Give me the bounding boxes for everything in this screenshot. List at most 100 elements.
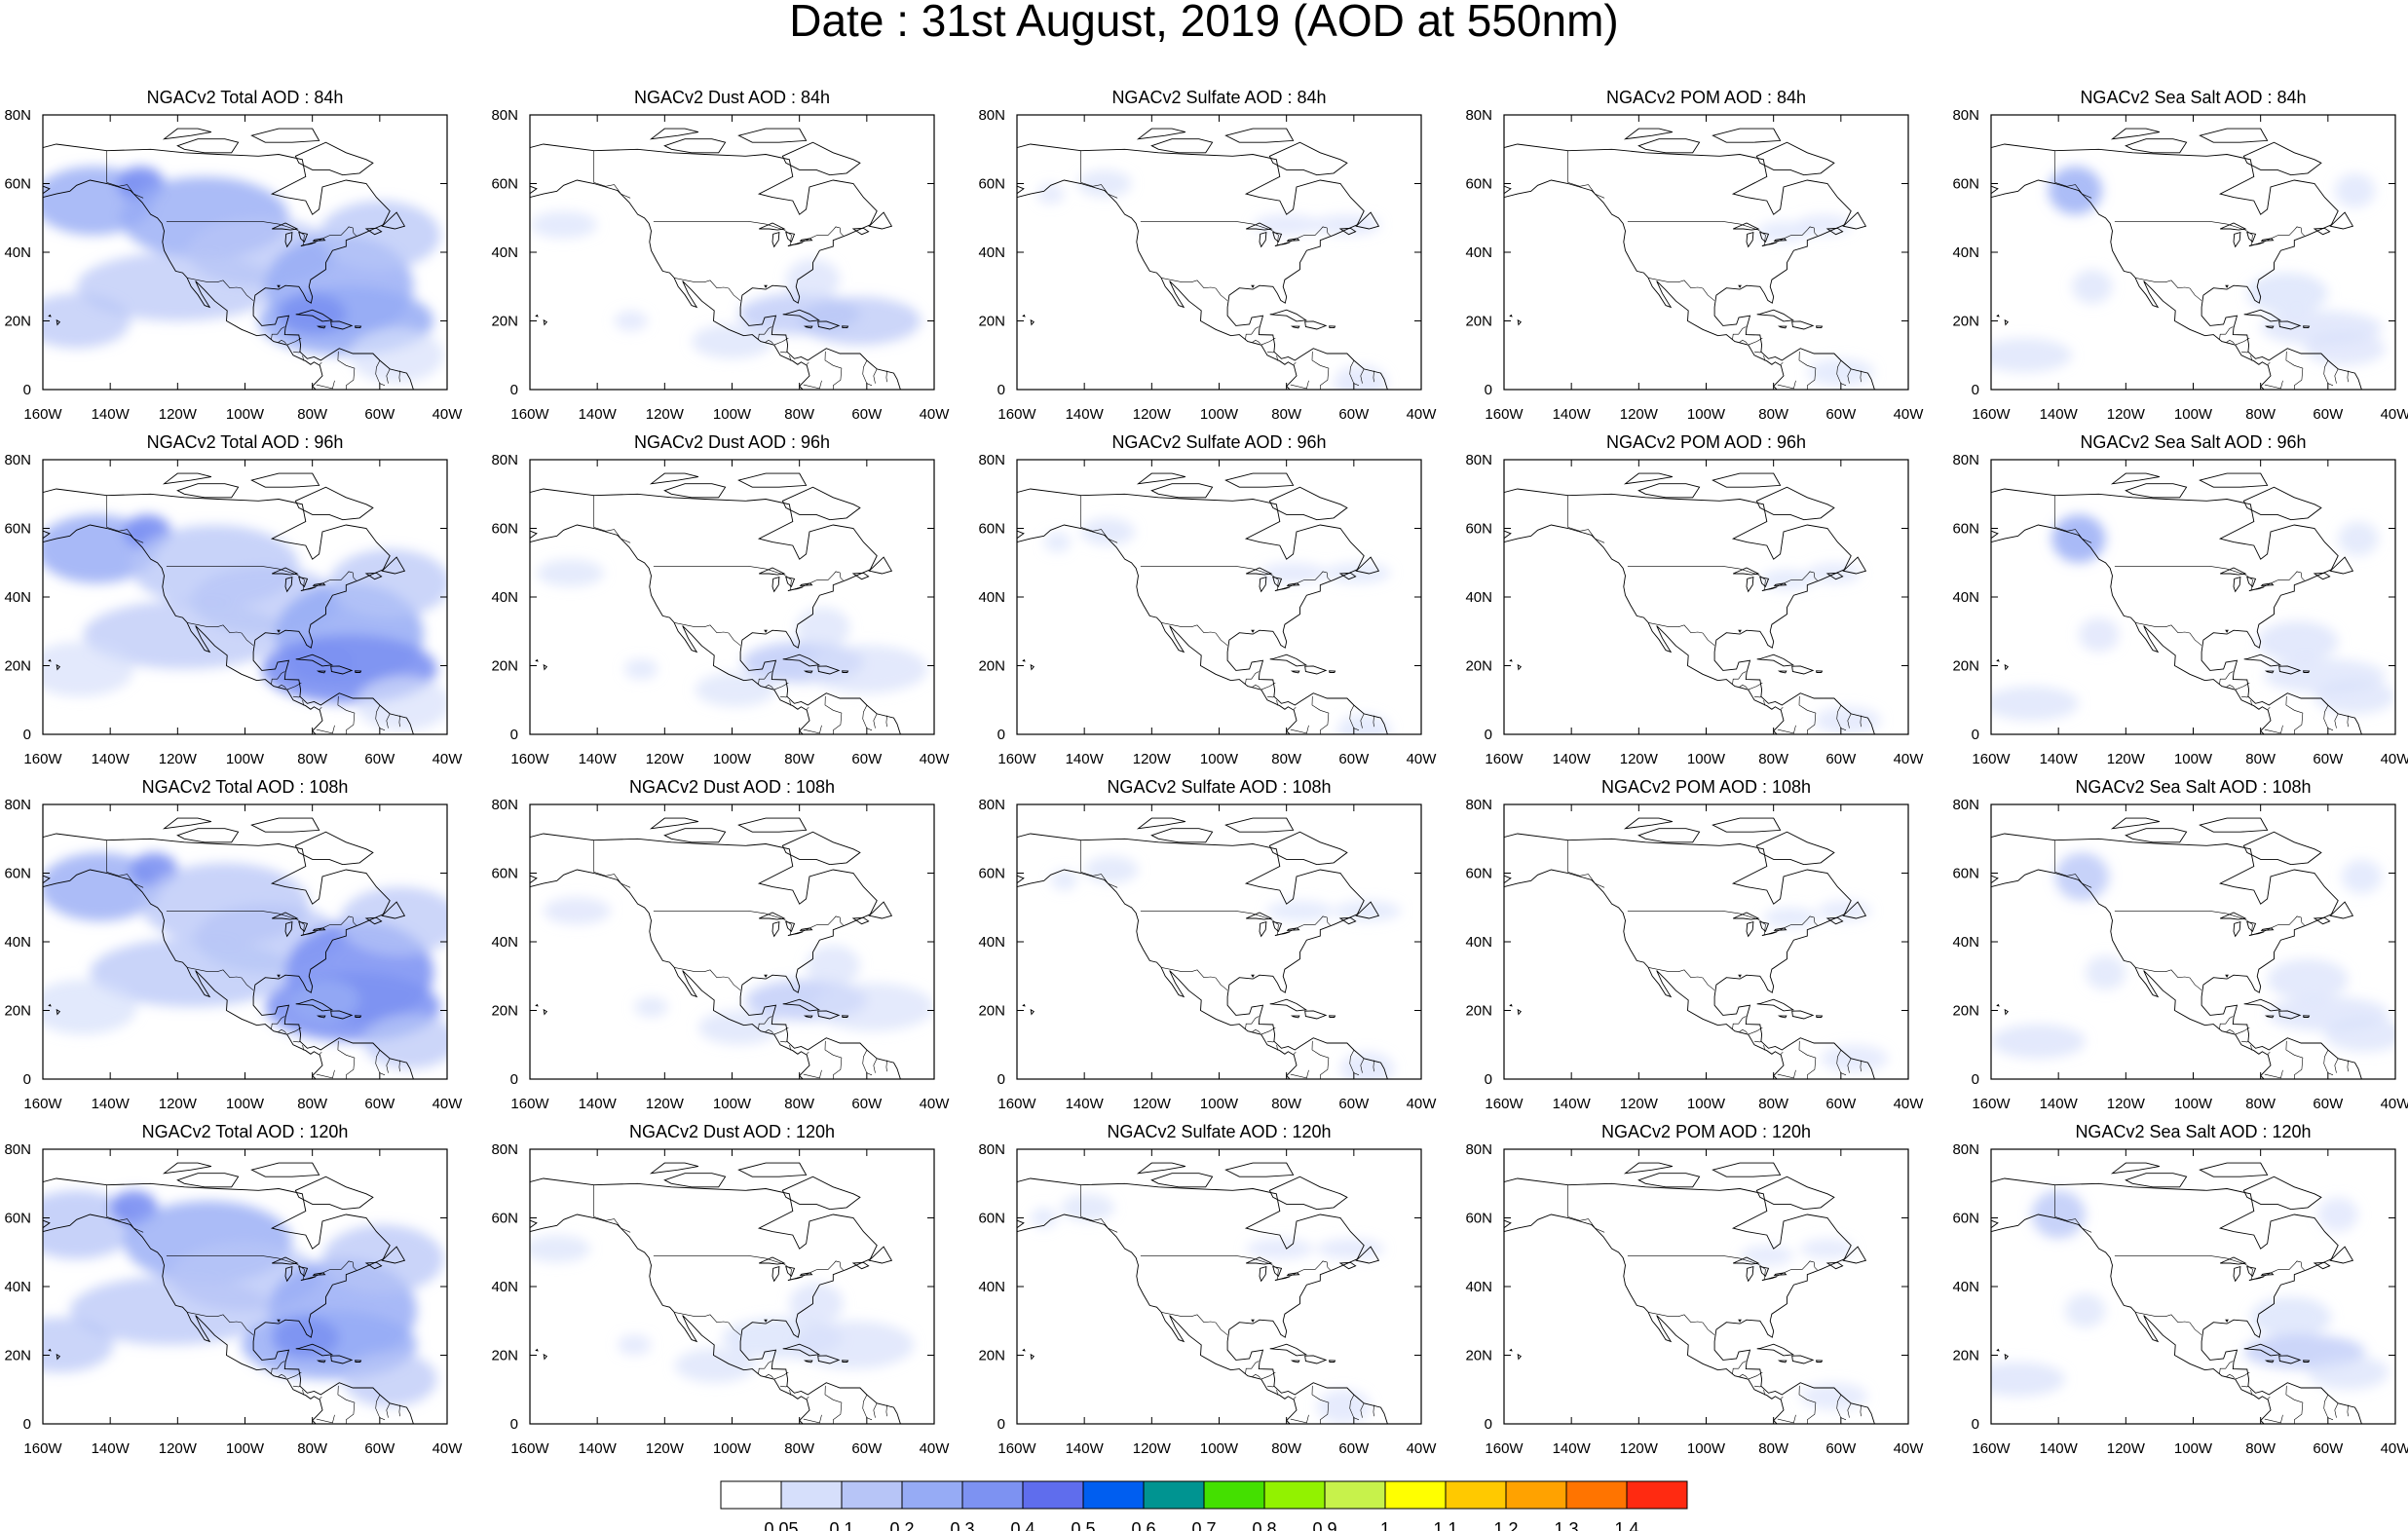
colorbar-tick-label: 1.4: [1614, 1519, 1638, 1531]
lat-tick-label: 80N: [4, 1141, 31, 1158]
lat-tick-label: 60N: [491, 866, 518, 882]
lat-tick-label: 20N: [1465, 658, 1492, 675]
lon-tick-label: 160W: [23, 1096, 62, 1112]
lat-tick-label: 0: [997, 1071, 1005, 1088]
lon-tick-label: 160W: [23, 406, 62, 423]
lon-tick-label: 80W: [1758, 751, 1789, 767]
aod-field: [43, 1190, 444, 1407]
lon-tick-label: 80W: [297, 1440, 328, 1457]
coastline: [1991, 128, 2363, 390]
lon-tick-label: 140W: [579, 406, 618, 423]
lat-tick-label: 60N: [1952, 176, 1979, 193]
lat-tick-label: 80N: [978, 797, 1005, 813]
map-panel-total-108h: NGACv2 Total AOD : 108h 160W 140W 120W 100W 8…: [4, 777, 463, 1112]
colorbar-swatch: [1263, 1480, 1326, 1510]
lat-tick-label: 20N: [491, 1003, 518, 1020]
lon-tick-label: 40W: [1407, 751, 1438, 767]
aod-field: [1756, 214, 1875, 387]
panel-title: NGACv2 Total AOD : 84h: [147, 88, 344, 107]
map-frame: [1016, 114, 1422, 391]
borders: [1080, 495, 1374, 734]
lon-tick-label: 140W: [2040, 406, 2079, 423]
lon-tick-label: 120W: [646, 1096, 685, 1112]
lon-tick-label: 140W: [579, 1096, 618, 1112]
lon-tick-label: 120W: [1620, 1440, 1659, 1457]
lon-tick-label: 140W: [1553, 1096, 1592, 1112]
lon-tick-label: 140W: [1066, 1440, 1105, 1457]
lat-tick-label: 80N: [1952, 1141, 1979, 1158]
panel-title: NGACv2 Sulfate AOD : 96h: [1111, 432, 1326, 452]
lon-tick-label: 60W: [1825, 1096, 1857, 1112]
lon-tick-label: 140W: [579, 1440, 618, 1457]
lon-tick-label: 160W: [510, 1096, 549, 1112]
lon-tick-label: 80W: [2245, 751, 2276, 767]
lon-tick-label: 160W: [510, 751, 549, 767]
lon-tick-label: 60W: [2313, 406, 2344, 423]
aod-field: [530, 1235, 915, 1383]
map-frame: [1016, 1148, 1422, 1425]
map-panel-seasalt-96h: NGACv2 Sea Salt AOD : 96h 160W 140W 120W 100…: [1952, 432, 2408, 767]
lat-tick-label: 0: [1972, 1071, 1979, 1088]
lat-tick-label: 20N: [4, 314, 31, 330]
lon-tick-label: 40W: [433, 751, 464, 767]
map-panel-pom-84h: NGACv2 POM AOD : 84h 160W 140W 120W 100W 80W 6…: [1465, 88, 1924, 423]
borders: [593, 150, 887, 390]
lat-tick-label: 0: [510, 382, 518, 398]
borders: [1080, 1184, 1374, 1424]
lat-tick-label: 80N: [978, 107, 1005, 124]
lon-tick-label: 160W: [1972, 1440, 2011, 1457]
map-panel-pom-108h: NGACv2 POM AOD : 108h 160W 140W 120W 100W 80W…: [1465, 777, 1924, 1112]
colorbar-swatch: [780, 1480, 843, 1510]
coastline: [1504, 817, 1876, 1079]
colorbar-tick-label: 0.5: [1071, 1519, 1095, 1531]
lon-tick-label: 40W: [2381, 751, 2408, 767]
lon-tick-label: 100W: [2174, 1440, 2213, 1457]
lat-tick-label: 40N: [491, 934, 518, 951]
lon-tick-label: 80W: [1758, 1440, 1789, 1457]
lon-tick-label: 40W: [2381, 1096, 2408, 1112]
lat-tick-label: 60N: [4, 1211, 31, 1227]
lat-tick-label: 0: [510, 727, 518, 743]
lon-tick-label: 80W: [784, 751, 815, 767]
lon-tick-label: 40W: [920, 1440, 951, 1457]
lon-tick-label: 140W: [1553, 406, 1592, 423]
colorbar-swatch: [1203, 1480, 1265, 1510]
lat-tick-label: 20N: [978, 658, 1005, 675]
borders: [1567, 150, 1862, 390]
lon-tick-label: 100W: [226, 1096, 265, 1112]
coastline: [530, 1162, 902, 1424]
panel-title: NGACv2 Dust AOD : 84h: [634, 88, 830, 107]
coastline: [1017, 472, 1389, 734]
map-panel-pom-96h: NGACv2 POM AOD : 96h 160W 140W 120W 100W 80W 6…: [1465, 432, 1924, 767]
lon-tick-label: 80W: [297, 751, 328, 767]
lon-tick-label: 80W: [1758, 1096, 1789, 1112]
borders: [1567, 1184, 1862, 1424]
colorbar-swatch: [841, 1480, 903, 1510]
lon-tick-label: 100W: [226, 751, 265, 767]
colorbar-tick-label: 0.4: [1010, 1519, 1035, 1531]
map-panel-sulfate-120h: NGACv2 Sulfate AOD : 120h 160W 140W 120W 100…: [978, 1122, 1437, 1457]
lon-tick-label: 40W: [920, 751, 951, 767]
borders: [593, 495, 887, 734]
lon-tick-label: 80W: [2245, 406, 2276, 423]
lon-tick-label: 160W: [23, 1440, 62, 1457]
lat-tick-label: 40N: [4, 244, 31, 261]
panel-title: NGACv2 Total AOD : 120h: [142, 1122, 349, 1141]
lon-tick-label: 80W: [1758, 406, 1789, 423]
lon-tick-label: 40W: [1407, 1440, 1438, 1457]
lon-tick-label: 160W: [1485, 1440, 1524, 1457]
lon-tick-label: 100W: [226, 1440, 265, 1457]
lon-tick-label: 60W: [851, 751, 883, 767]
coastline: [1017, 817, 1389, 1079]
lat-tick-label: 80N: [491, 107, 518, 124]
lon-tick-label: 120W: [646, 1440, 685, 1457]
map-panel-seasalt-120h: NGACv2 Sea Salt AOD : 120h 160W 140W 120W 10…: [1952, 1122, 2408, 1457]
lon-tick-label: 120W: [159, 406, 198, 423]
lon-tick-label: 60W: [851, 1440, 883, 1457]
aod-field: [43, 852, 447, 1069]
borders: [1567, 495, 1862, 734]
lat-tick-label: 40N: [1952, 244, 1979, 261]
lon-tick-label: 100W: [1687, 751, 1726, 767]
lon-tick-label: 160W: [997, 751, 1036, 767]
